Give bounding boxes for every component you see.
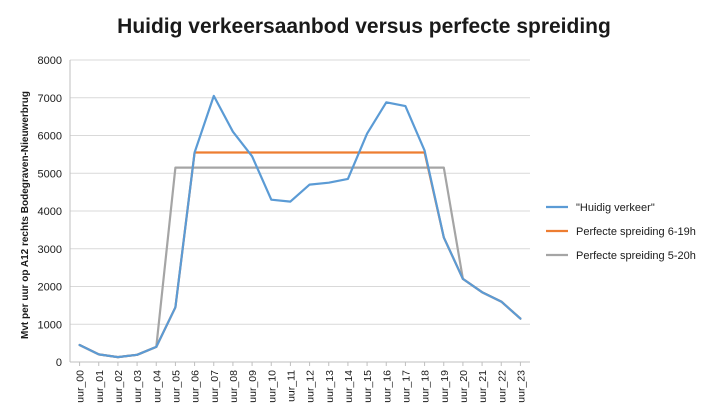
x-tick-label: uur_05 bbox=[170, 370, 182, 403]
x-tick-label: uur_14 bbox=[343, 370, 355, 403]
x-tick-label: uur_07 bbox=[209, 370, 221, 403]
x-tick-label: uur_09 bbox=[247, 370, 259, 403]
y-tick-labels: 0 1000 2000 3000 4000 5000 6000 7000 8000 bbox=[38, 55, 62, 369]
legend: "Huidig verkeer" Perfecte spreiding 6-19h… bbox=[546, 202, 696, 262]
x-tick-label: uur_18 bbox=[420, 370, 432, 403]
x-tick-label: uur_13 bbox=[324, 370, 336, 403]
y-tick-label: 8000 bbox=[38, 55, 62, 67]
y-tick-label: 2000 bbox=[38, 282, 62, 294]
x-tick-label: uur_16 bbox=[381, 370, 393, 403]
series-lines bbox=[78, 94, 522, 359]
x-tick-label: uur_23 bbox=[515, 370, 527, 403]
y-tick-label: 1000 bbox=[38, 319, 62, 331]
x-tick-label: uur_04 bbox=[151, 370, 163, 403]
x-tick-label: uur_08 bbox=[228, 370, 240, 403]
y-tick-label: 4000 bbox=[38, 206, 62, 218]
series-line-1 bbox=[78, 94, 522, 359]
x-tick-label: uur_20 bbox=[458, 370, 470, 403]
x-tick-label: uur_15 bbox=[362, 370, 374, 403]
y-tick-label: 0 bbox=[56, 357, 62, 369]
legend-label: Perfecte spreiding 5-20h bbox=[576, 250, 696, 262]
axes bbox=[69, 60, 530, 363]
x-tick-label: uur_21 bbox=[477, 370, 489, 403]
x-tick-labels: uur_00 uur_01 uur_02 uur_03 uur_04 uur_05 uur_… bbox=[75, 362, 527, 403]
x-tick-label: uur_22 bbox=[496, 370, 508, 403]
x-tick-label: uur_01 bbox=[94, 370, 106, 403]
x-tick-label: uur_00 bbox=[75, 370, 87, 403]
y-tick-label: 7000 bbox=[38, 93, 62, 105]
x-tick-label: uur_06 bbox=[190, 370, 202, 403]
gridlines bbox=[70, 59, 530, 325]
x-tick-label: uur_19 bbox=[439, 370, 451, 403]
y-tick-label: 3000 bbox=[38, 244, 62, 256]
series-line-2 bbox=[78, 151, 522, 359]
chart-title: Huidig verkeersaanbod versus perfecte sp… bbox=[117, 15, 611, 38]
y-axis-label: Mvt per uur op A12 rechts Bodegraven-Nie… bbox=[20, 91, 31, 339]
y-tick-label: 5000 bbox=[38, 168, 62, 180]
legend-label: Perfecte spreiding 6-19h bbox=[576, 226, 696, 238]
x-tick-label: uur_03 bbox=[132, 370, 144, 403]
legend-label: "Huidig verkeer" bbox=[576, 202, 655, 214]
x-tick-label: uur_12 bbox=[305, 370, 317, 403]
x-tick-label: uur_17 bbox=[400, 370, 412, 403]
x-tick-label: uur_10 bbox=[266, 370, 278, 403]
x-tick-label: uur_02 bbox=[113, 370, 125, 403]
y-tick-label: 6000 bbox=[38, 131, 62, 143]
x-tick-label: uur_11 bbox=[285, 370, 297, 402]
